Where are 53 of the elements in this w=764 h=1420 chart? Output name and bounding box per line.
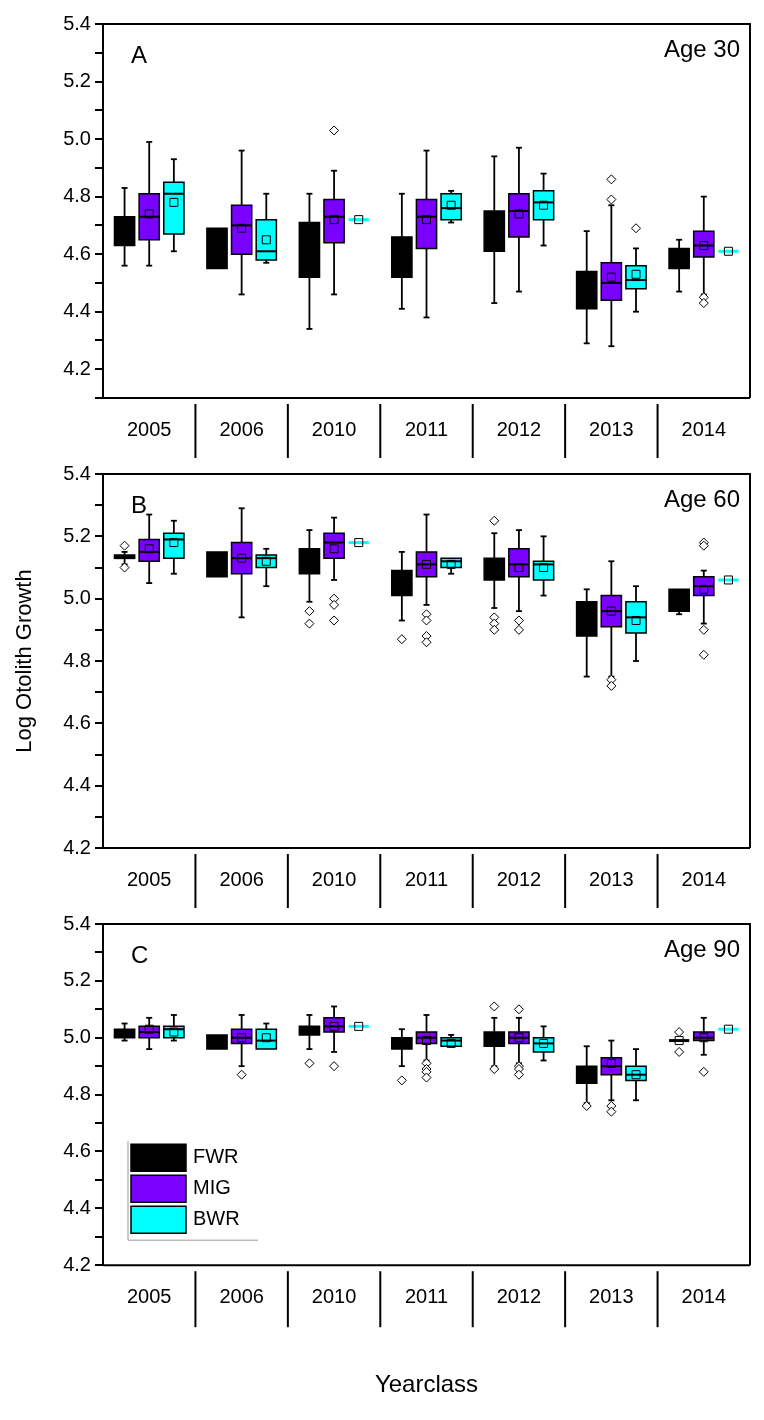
y-tick-label: 5.4 bbox=[63, 11, 91, 34]
x-tick-label: 2014 bbox=[681, 1284, 727, 1307]
x-tick-label: 2010 bbox=[311, 417, 357, 440]
x-tick-label: 2006 bbox=[219, 417, 264, 440]
x-tick-label: 2014 bbox=[681, 867, 727, 890]
y-tick-label: 5.0 bbox=[63, 1025, 91, 1048]
x-tick-label: 2014 bbox=[681, 417, 727, 440]
x-tick-label: 2006 bbox=[219, 1284, 264, 1307]
y-tick-label: 5.2 bbox=[63, 523, 91, 546]
y-tick-label: 4.4 bbox=[63, 1195, 91, 1218]
y-tick-label: 5.0 bbox=[63, 586, 91, 609]
x-axis-title: Yearclass bbox=[374, 1370, 479, 1398]
x-tick-label: 2011 bbox=[404, 417, 449, 440]
y-tick-label: 5.2 bbox=[63, 968, 91, 991]
annotation: Age 60 bbox=[663, 484, 740, 512]
annotation: C bbox=[131, 940, 149, 968]
y-tick-label: 5.4 bbox=[63, 461, 91, 484]
y-tick-label: 5.4 bbox=[63, 911, 91, 934]
y-tick-label: 4.6 bbox=[63, 1138, 91, 1161]
y-tick-label: 4.6 bbox=[63, 710, 91, 733]
x-tick-label: 2013 bbox=[589, 1284, 634, 1307]
y-tick-label: 4.8 bbox=[63, 184, 91, 207]
y-tick-label: 4.8 bbox=[63, 1082, 91, 1105]
y-tick-label: 4.4 bbox=[63, 299, 91, 322]
x-tick-label: 2005 bbox=[126, 417, 172, 440]
x-tick-label: 2011 bbox=[404, 1284, 449, 1307]
x-tick-label: 2012 bbox=[496, 417, 542, 440]
x-tick-label: 2012 bbox=[496, 1284, 542, 1307]
legend-label: FWR bbox=[193, 1145, 239, 1168]
y-tick-label: 4.6 bbox=[63, 241, 91, 264]
x-tick-label: 2010 bbox=[311, 1284, 357, 1307]
y-tick-label: 5.2 bbox=[63, 69, 91, 92]
y-axis-title: Log Otolith Growth bbox=[11, 569, 37, 753]
x-tick-label: 2011 bbox=[404, 867, 449, 890]
annotation: B bbox=[131, 490, 148, 518]
x-tick-label: 2010 bbox=[311, 867, 357, 890]
annotation: Age 90 bbox=[663, 934, 740, 962]
x-tick-label: 2013 bbox=[589, 867, 634, 890]
legend-label: BWR bbox=[193, 1207, 240, 1230]
y-tick-label: 4.2 bbox=[63, 356, 91, 379]
y-tick-label: 4.8 bbox=[63, 648, 91, 671]
y-tick-label: 4.4 bbox=[63, 773, 91, 796]
x-tick-label: 2012 bbox=[496, 867, 542, 890]
annotation: Age 30 bbox=[663, 34, 740, 62]
x-tick-label: 2005 bbox=[126, 867, 172, 890]
legend-label: MIG bbox=[193, 1176, 231, 1199]
y-tick-label: 4.2 bbox=[63, 1252, 91, 1275]
x-tick-label: 2005 bbox=[126, 1284, 172, 1307]
y-tick-label: 4.2 bbox=[63, 835, 91, 858]
x-tick-label: 2013 bbox=[589, 417, 634, 440]
annotation: A bbox=[131, 40, 148, 68]
x-tick-label: 2006 bbox=[219, 867, 264, 890]
y-tick-label: 5.0 bbox=[63, 126, 91, 149]
